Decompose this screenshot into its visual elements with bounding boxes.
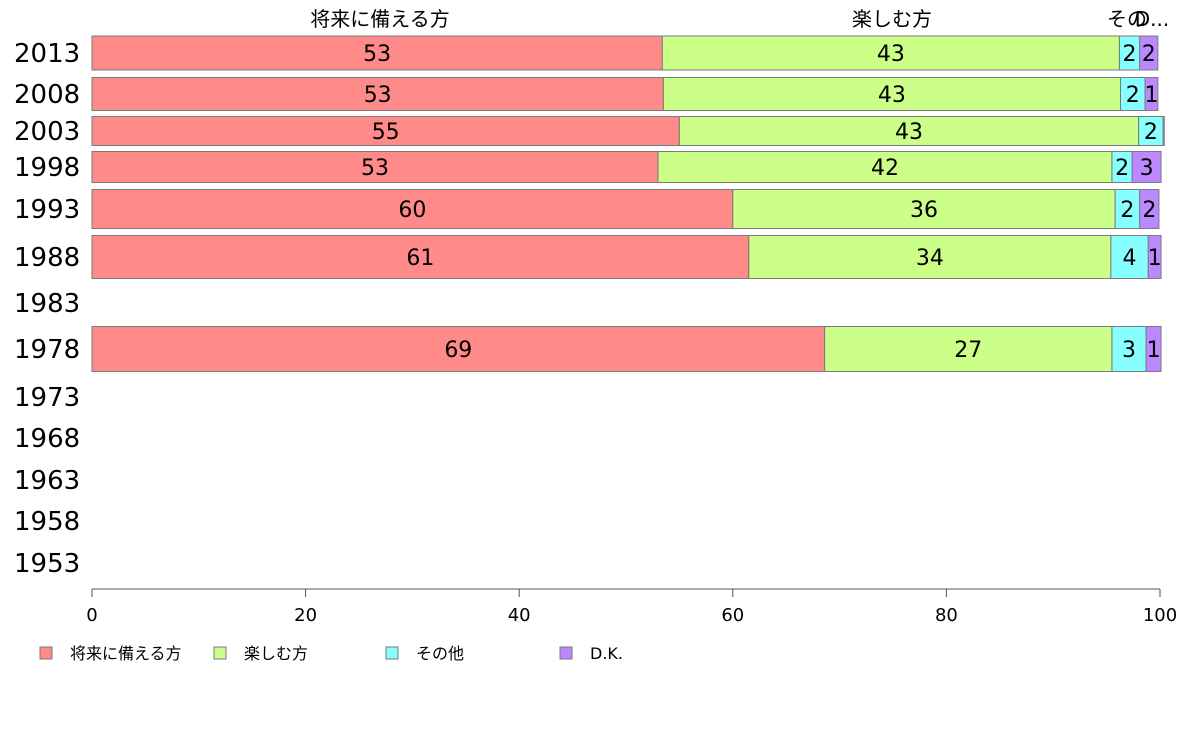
- data-label-2013-0: 53: [363, 42, 391, 67]
- x-tick-label: 20: [294, 605, 317, 626]
- bar-segment-1988-2: [1110, 235, 1149, 279]
- data-label-2008-0: 53: [364, 83, 392, 108]
- bar-segment-1993-2: [1114, 189, 1141, 229]
- x-axis: 0 20 40 60 80 100: [86, 588, 1177, 626]
- data-label-1998-0: 53: [361, 156, 389, 181]
- category-label-1998: 1998: [14, 153, 80, 183]
- category-label-1993: 1993: [14, 195, 80, 225]
- data-label-2003-0: 55: [372, 120, 400, 145]
- data-labels-layer: 53 43 2 253 43 2 155 43 253 42 2 360 36 2 261 34 4 169 27 3…: [361, 42, 1162, 363]
- data-label-1978-2: 3: [1122, 338, 1136, 363]
- bar-segment-2003-0: [91, 116, 680, 146]
- category-label-2008: 2008: [14, 80, 80, 110]
- x-tick-label: 0: [86, 605, 97, 626]
- legend-swatch-1: [213, 646, 227, 660]
- data-label-2013-2: 2: [1123, 42, 1137, 67]
- bar-segment-2013-1: [661, 35, 1120, 71]
- top-label-2: その: [1107, 7, 1147, 31]
- legend-label-1: 楽しむ方: [244, 644, 308, 663]
- category-label-2003: 2003: [14, 117, 80, 147]
- data-label-1988-1: 34: [916, 246, 944, 271]
- legend-swatch-3: [559, 646, 573, 660]
- data-label-1993-1: 36: [910, 198, 938, 223]
- category-label-1973: 1973: [14, 383, 80, 413]
- category-label-1963: 1963: [14, 466, 80, 496]
- data-label-1978-1: 27: [954, 338, 982, 363]
- bar-segment-1993-0: [91, 189, 734, 229]
- legend: 将来に備える方 楽しむ方 その他 D.K.: [39, 644, 623, 663]
- legend-label-0: 将来に備える方: [70, 644, 182, 663]
- top-label-0: 将来に備える方: [310, 7, 449, 31]
- data-label-1998-1: 42: [871, 156, 899, 181]
- bar-segment-1988-3: [1147, 235, 1162, 279]
- category-label-2013: 2013: [14, 39, 80, 69]
- x-tick-label: 60: [721, 605, 744, 626]
- data-label-2013-3: 2: [1142, 42, 1156, 67]
- data-label-2003-2: 2: [1144, 120, 1158, 145]
- data-label-1993-2: 2: [1120, 198, 1134, 223]
- bar-segment-1998-0: [91, 151, 659, 183]
- category-label-1958: 1958: [14, 507, 80, 537]
- bar-segment-2003-1: [678, 116, 1140, 146]
- x-tick-label: 100: [1143, 605, 1177, 626]
- legend-label-2: その他: [416, 644, 464, 663]
- data-label-1988-3: 1: [1148, 246, 1162, 271]
- category-label-1968: 1968: [14, 424, 80, 454]
- data-label-1998-2: 2: [1115, 156, 1129, 181]
- legend-label-3: D.K.: [590, 644, 623, 663]
- category-label-1983: 1983: [14, 289, 80, 319]
- data-label-2008-2: 2: [1126, 83, 1140, 108]
- bar-segment-2013-3: [1139, 35, 1159, 71]
- data-label-1988-2: 4: [1123, 246, 1137, 271]
- bar-segment-2008-2: [1119, 77, 1146, 111]
- data-label-1998-3: 3: [1140, 156, 1154, 181]
- x-tick-label: 40: [508, 605, 531, 626]
- legend-swatch-2: [385, 646, 399, 660]
- data-label-1993-3: 2: [1142, 198, 1156, 223]
- top-series-labels: 将来に備える方 楽しむ方 そのD...: [310, 7, 1169, 31]
- data-label-1988-0: 61: [406, 246, 434, 271]
- category-label-1953: 1953: [14, 549, 80, 579]
- data-label-2008-3: 1: [1144, 83, 1158, 108]
- bar-segment-2008-3: [1144, 77, 1159, 111]
- category-labels: 2013 2008 2003 1998 1993 1988 1983 1978 1973 1968…: [14, 39, 80, 579]
- data-label-1993-0: 60: [398, 198, 426, 223]
- bar-segment-1998-3: [1131, 151, 1162, 183]
- data-label-1978-0: 69: [444, 338, 472, 363]
- category-label-1988: 1988: [14, 243, 80, 273]
- bar-segment-1978-2: [1111, 326, 1147, 372]
- top-label-3: D...: [1135, 7, 1169, 31]
- data-label-2008-1: 43: [878, 83, 906, 108]
- bar-segment-1993-3: [1139, 189, 1160, 229]
- top-label-1: 楽しむ方: [852, 7, 932, 31]
- data-label-2013-1: 43: [877, 42, 905, 67]
- bars-layer: [91, 35, 1165, 372]
- bar-segment-1988-0: [91, 235, 750, 279]
- x-tick-label: 80: [935, 605, 958, 626]
- bar-segment-2008-1: [662, 77, 1121, 111]
- bar-segment-1978-0: [91, 326, 826, 372]
- data-label-2003-1: 43: [895, 120, 923, 145]
- bar-segment-1998-1: [657, 151, 1113, 183]
- category-label-1978: 1978: [14, 335, 80, 365]
- bar-segment-1978-3: [1145, 326, 1162, 372]
- bar-segment-2003-3: [1162, 116, 1165, 146]
- bar-segment-2013-0: [91, 35, 663, 71]
- legend-swatch-0: [39, 646, 53, 660]
- bar-segment-1978-1: [824, 326, 1113, 372]
- data-label-1978-3: 1: [1147, 338, 1161, 363]
- bar-segment-1993-1: [732, 189, 1116, 229]
